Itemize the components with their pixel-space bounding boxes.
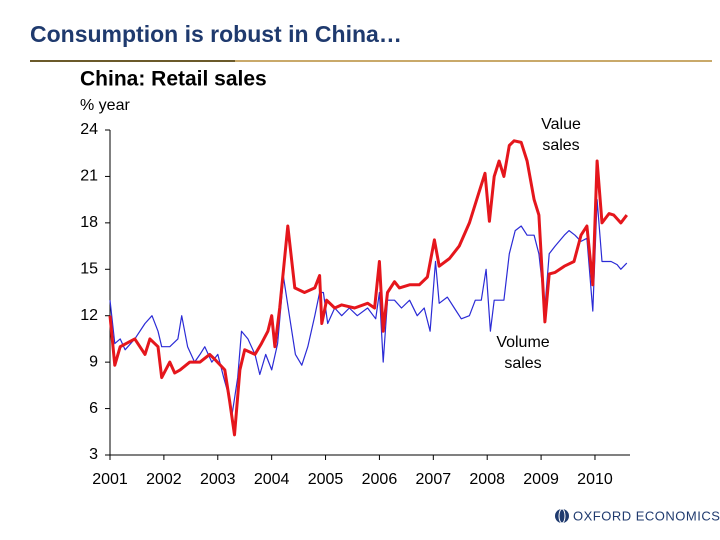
logo-globe [555,509,569,523]
y-tick-label: 6 [89,400,98,417]
x-tick-label: 2007 [416,471,452,488]
annotation: Value [541,116,581,133]
x-tick-label: 2006 [362,471,398,488]
y-tick-label: 18 [80,214,98,231]
slide-title: Consumption is robust in China… [30,21,402,47]
x-tick-label: 2008 [469,471,505,488]
series-line [108,139,628,437]
x-tick-label: 2004 [254,471,290,488]
annotation: sales [542,137,579,154]
y-tick-label: 9 [89,353,98,370]
x-tick-label: 2010 [577,471,613,488]
x-tick-label: 2002 [146,471,182,488]
y-tick-label: 15 [80,261,98,278]
y-axis-label: % year [80,97,130,114]
x-tick-label: 2003 [200,471,236,488]
annotation: Volume [496,334,549,351]
y-tick-label: 24 [80,121,98,138]
x-tick-label: 2009 [523,471,559,488]
annotation: sales [504,355,541,372]
logo: OXFORD ECONOMICS [555,508,720,524]
y-tick-label: 21 [80,168,98,185]
chart-title: China: Retail sales [80,68,267,91]
logo-globe-line [558,508,566,524]
series-line [109,199,628,417]
logo-text: OXFORD ECONOMICS [573,508,720,523]
x-tick-label: 2005 [308,471,344,488]
x-tick-label: 2001 [92,471,128,488]
y-tick-label: 3 [89,446,98,463]
y-tick-label: 12 [80,307,98,324]
